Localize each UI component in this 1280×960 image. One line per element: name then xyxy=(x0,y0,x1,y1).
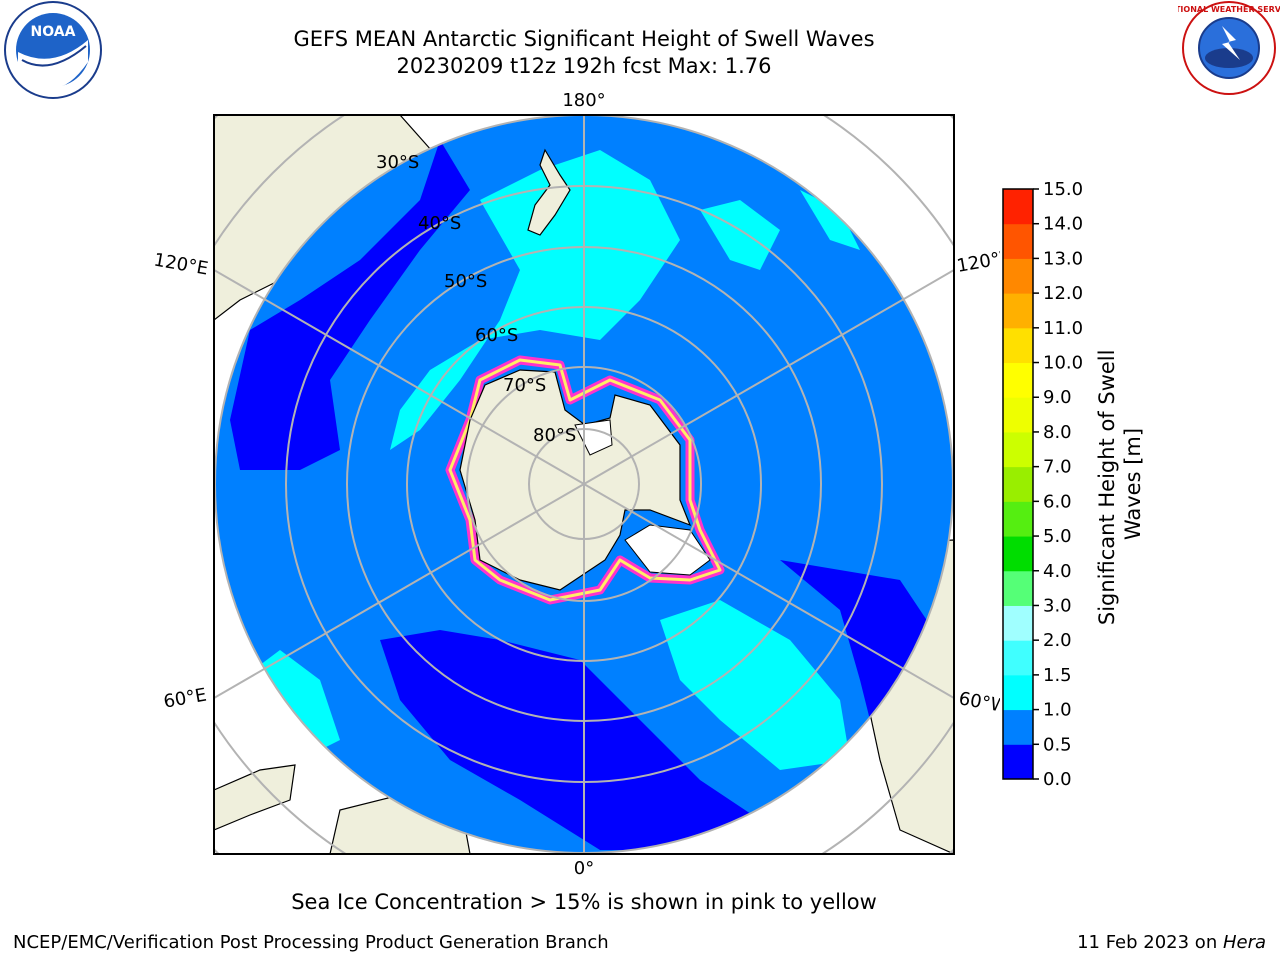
footer-date-text: 11 Feb 2023 on xyxy=(1077,932,1223,953)
nws-logo-icon: NATIONAL WEATHER SERVICE xyxy=(1178,1,1280,95)
colorbar-label-line1: Significant Height of Swell xyxy=(1095,350,1119,626)
swell-high-southeast xyxy=(660,600,850,770)
map-title: GEFS MEAN Antarctic Significant Height o… xyxy=(293,27,875,51)
colorbar-tick-label: 1.0 xyxy=(1043,700,1072,721)
swell-high-north xyxy=(390,150,680,450)
colorbar-segment xyxy=(1003,501,1033,537)
land-antarctica xyxy=(459,369,692,591)
land-madagascar xyxy=(214,764,296,831)
noaa-logo-text: NOAA xyxy=(31,24,76,40)
lat-label-30s: 30°S xyxy=(376,152,419,173)
swell-high-east xyxy=(800,190,860,250)
colorbar: 0.0 0.5 1.0 1.5 2.0 3.0 4.0 5.0 6.0 7.0 8.0 9.0 10.0… xyxy=(1002,179,1145,790)
colorbar-segment xyxy=(1003,536,1033,572)
colorbar-tick-label: 3.0 xyxy=(1043,595,1072,616)
nws-logo-text: NATIONAL WEATHER SERVICE xyxy=(1178,5,1280,14)
lat-label-40s: 40°S xyxy=(418,213,461,234)
swell-high-northeast xyxy=(700,200,780,270)
lat-label-80s: 80°S xyxy=(533,425,576,446)
footer-branch: NCEP/EMC/Verification Post Processing Pr… xyxy=(13,932,609,953)
colorbar-tick-label: 15.0 xyxy=(1043,179,1083,200)
colorbar-tick-label: 7.0 xyxy=(1043,457,1072,478)
colorbar-tick-label: 5.0 xyxy=(1043,526,1072,547)
colorbar-segment xyxy=(1003,431,1033,468)
colorbar-tick-label: 10.0 xyxy=(1043,353,1083,374)
colorbar-segment xyxy=(1003,223,1033,259)
colorbar-segment xyxy=(1003,466,1033,502)
lat-label-50s: 50°S xyxy=(444,271,487,292)
colorbar-segment xyxy=(1003,258,1033,294)
swell-low-south xyxy=(380,630,760,850)
lat-label-60s: 60°S xyxy=(475,325,518,346)
colorbar-tick-label: 0.0 xyxy=(1043,769,1072,790)
lon-label-120e: 120°E xyxy=(152,249,210,279)
colorbar-tick-label: 11.0 xyxy=(1043,318,1083,339)
colorbar-segment xyxy=(1003,640,1033,676)
land-new-zealand xyxy=(527,148,571,236)
colorbar-segment xyxy=(1003,293,1033,329)
noaa-logo-icon: NOAA xyxy=(4,1,102,99)
colorbar-tick-label: 8.0 xyxy=(1043,422,1072,443)
footer-machine: Hera xyxy=(1222,932,1266,953)
colorbar-tick-label: 13.0 xyxy=(1043,248,1083,269)
colorbar-tick-label: 14.0 xyxy=(1043,214,1083,235)
colorbar-segment xyxy=(1003,362,1033,398)
colorbar-segment xyxy=(1003,744,1033,780)
colorbar-tick-label: 4.0 xyxy=(1043,561,1072,582)
map-subtitle: 20230209 t12z 192h fcst Max: 1.76 xyxy=(396,54,772,78)
colorbar-segment xyxy=(1003,327,1033,364)
lon-label-180: 180° xyxy=(562,90,605,111)
svg-text:Significant Height of Swell: Significant Height of Swell Waves [m] xyxy=(1095,343,1145,625)
lon-label-0: 0° xyxy=(574,858,594,879)
colorbar-segment xyxy=(1003,189,1033,225)
colorbar-segment xyxy=(1003,570,1033,606)
footer-date: 11 Feb 2023 on Hera xyxy=(1077,932,1266,953)
colorbar-tick-label: 6.0 xyxy=(1043,491,1072,512)
colorbar-segment xyxy=(1003,397,1033,433)
colorbar-label-line2: Waves [m] xyxy=(1121,428,1145,540)
swell-low-west xyxy=(230,140,470,470)
colorbar-segment xyxy=(1003,709,1033,745)
colorbar-tick-label: 1.5 xyxy=(1043,665,1072,686)
lon-label-60e: 60°E xyxy=(162,684,208,712)
colorbar-segment xyxy=(1003,605,1033,641)
colorbar-tick-label: 9.0 xyxy=(1043,387,1072,408)
colorbar-tick-label: 2.0 xyxy=(1043,630,1072,651)
colorbar-segment xyxy=(1003,674,1033,711)
colorbar-tick-label: 0.5 xyxy=(1043,734,1072,755)
lat-label-70s: 70°S xyxy=(503,375,546,396)
polar-map: 30°S 40°S 50°S 60°S 70°S 80°S 180° 0° 12… xyxy=(152,90,1000,879)
colorbar-tick-label: 12.0 xyxy=(1043,283,1083,304)
sea-ice-note: Sea Ice Concentration > 15% is shown in … xyxy=(291,890,877,914)
